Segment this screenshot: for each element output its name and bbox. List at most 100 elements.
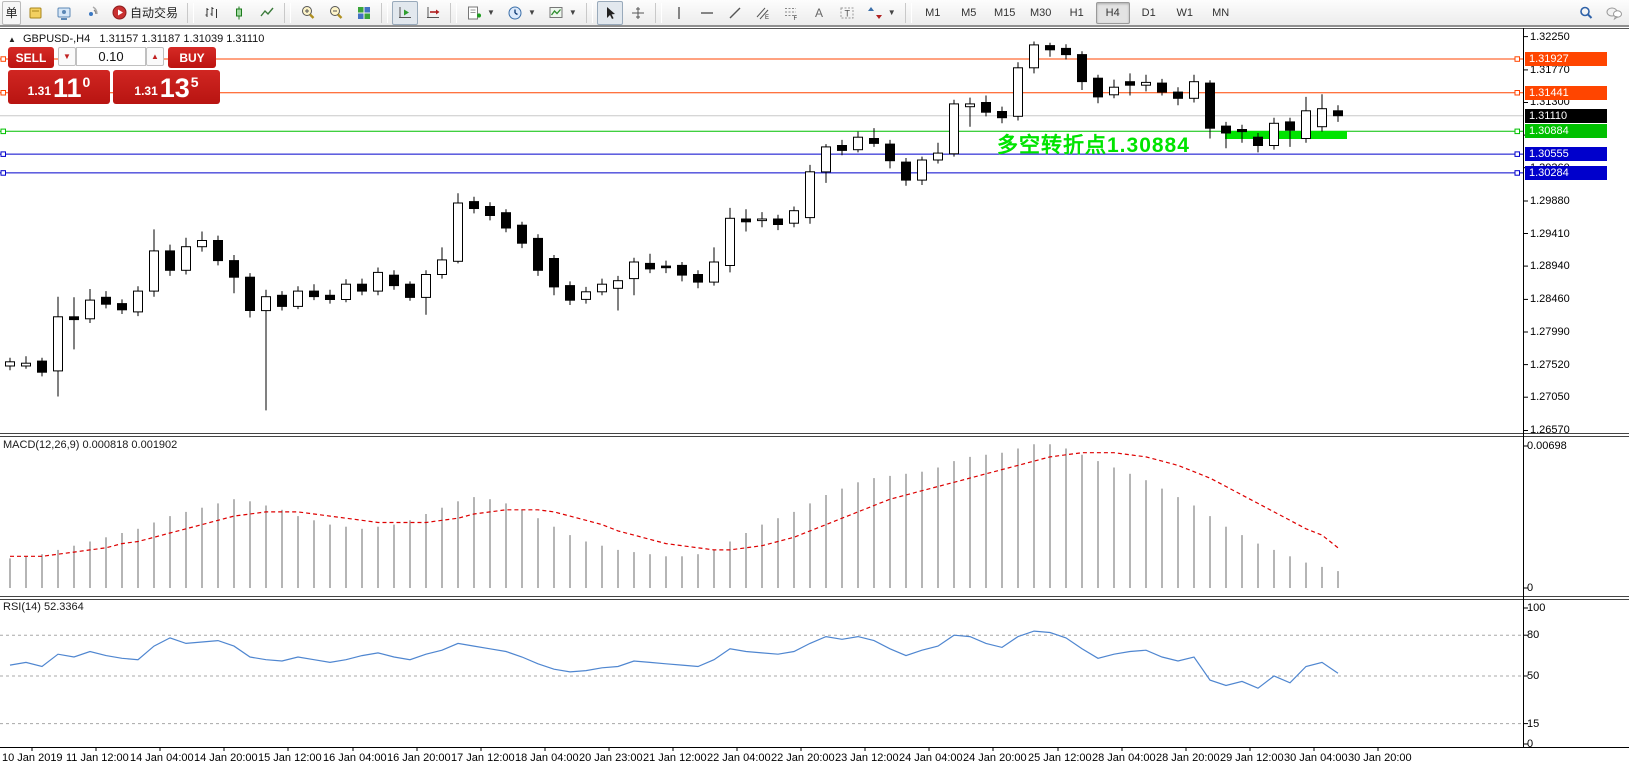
toolbar: 单 自动交易 ▼ ▼ — [0, 0, 1629, 27]
separator — [381, 2, 389, 23]
macd-histogram — [9, 444, 1339, 588]
time-tick-label: 24 Jan 20:00 — [963, 752, 1027, 764]
horizontal-line-icon[interactable] — [694, 1, 720, 25]
price-line-badge: 1.31927 — [1525, 52, 1607, 66]
signals-icon[interactable] — [79, 1, 105, 25]
new-order-button[interactable]: 单 — [2, 0, 21, 25]
price-tick-label: 1.28940 — [1530, 260, 1570, 272]
timeframe-M15[interactable]: M15 — [994, 6, 1016, 19]
indicators-button[interactable]: ▼ — [461, 1, 500, 25]
price-line-badge: 1.30284 — [1525, 166, 1607, 180]
volume-decrease-button[interactable]: ▼ — [58, 47, 76, 66]
cursor-icon[interactable] — [596, 0, 623, 25]
line-chart-icon[interactable] — [254, 1, 280, 25]
bar-chart-icon[interactable] — [198, 1, 224, 25]
periods-button[interactable]: ▼ — [502, 1, 541, 25]
time-tick-label: 24 Jan 04:00 — [899, 752, 963, 764]
price-line-badge: 1.30884 — [1525, 124, 1607, 138]
pane-separators — [0, 28, 1629, 748]
chat-icon[interactable] — [1601, 1, 1627, 25]
timeframe-MN[interactable]: MN — [1212, 6, 1230, 19]
history-icon[interactable] — [23, 1, 49, 25]
collapse-triangle-icon[interactable]: ▲ — [8, 35, 16, 44]
text-icon[interactable]: A — [806, 1, 832, 25]
timeframe-H1[interactable]: H1 — [1069, 6, 1084, 19]
rsi-level-label: 80 — [1527, 629, 1540, 641]
sell-price-button[interactable]: 1.31 11 0 — [8, 70, 110, 104]
timeframe-W1[interactable]: W1 — [1176, 6, 1193, 19]
rsi-level-label: 50 — [1527, 670, 1540, 682]
crosshair-icon[interactable] — [625, 1, 651, 25]
vertical-line-icon[interactable] — [666, 1, 692, 25]
svg-text:F: F — [793, 16, 797, 21]
sell-price-sup: 0 — [82, 74, 91, 90]
timeframe-group: M1 M5 M15 M30 H1 H4 D1 W1 MN — [916, 1, 1238, 24]
time-tick-label: 25 Jan 12:00 — [1028, 752, 1092, 764]
macd-label: MACD(12,26,9) 0.000818 0.001902 — [3, 439, 178, 451]
rsi-line — [9, 630, 1339, 689]
price-tick-label: 1.29880 — [1530, 195, 1570, 207]
channel-icon[interactable]: E — [750, 1, 776, 25]
rsi-level-lines — [0, 634, 1523, 725]
arrows-button[interactable]: ▼ — [862, 1, 901, 25]
buy-button[interactable]: BUY — [168, 47, 216, 68]
time-tick-label: 10 Jan 2019 — [2, 752, 63, 764]
zoom-in-icon[interactable] — [295, 1, 321, 25]
time-tick-label: 14 Jan 20:00 — [194, 752, 258, 764]
tile-windows-icon[interactable] — [351, 1, 377, 25]
chart-shift-icon[interactable] — [420, 1, 446, 25]
profile-icon[interactable] — [51, 1, 77, 25]
separator — [284, 2, 292, 23]
rsi-level-label: 0 — [1527, 738, 1534, 750]
svg-text:T: T — [844, 8, 850, 18]
templates-button[interactable]: ▼ — [543, 1, 582, 25]
trendline-icon[interactable] — [722, 1, 748, 25]
price-tick-label: 1.32250 — [1530, 31, 1570, 43]
macd-axis-max: 0.00698 — [1527, 440, 1567, 452]
timeframe-M5[interactable]: M5 — [961, 6, 977, 19]
rsi-label: RSI(14) 52.3364 — [3, 601, 84, 613]
timeframe-M30[interactable]: M30 — [1030, 6, 1052, 19]
time-tick-label: 20 Jan 23:00 — [579, 752, 643, 764]
time-tick-label: 29 Jan 12:00 — [1220, 752, 1284, 764]
time-tick-label: 30 Jan 04:00 — [1284, 752, 1348, 764]
timeframe-M1[interactable]: M1 — [925, 6, 941, 19]
buy-price-button[interactable]: 1.31 13 5 — [113, 70, 220, 104]
time-tick-label: 17 Jan 12:00 — [451, 752, 515, 764]
macd-signal-line — [10, 452, 1339, 557]
time-tick-label: 21 Jan 12:00 — [643, 752, 707, 764]
annotation-text[interactable]: 多空转折点1.30884 — [997, 134, 1190, 157]
volume-input[interactable]: 0.10 — [76, 47, 146, 66]
time-tick-label: 30 Jan 20:00 — [1348, 752, 1412, 764]
timeframe-H4[interactable]: H4 — [1095, 1, 1130, 24]
timeframe-D1[interactable]: D1 — [1141, 6, 1156, 19]
candlestick-chart-icon[interactable] — [226, 1, 252, 25]
time-tick-label: 18 Jan 04:00 — [515, 752, 579, 764]
fibonacci-icon[interactable]: F — [778, 1, 804, 25]
ohlc-values: 1.31157 1.31187 1.31039 1.31110 — [99, 33, 265, 45]
symbol-period-label: GBPUSD-,H4 — [22, 33, 91, 45]
price-tick-label: 1.28460 — [1530, 293, 1570, 305]
autoscroll-icon[interactable] — [392, 0, 419, 25]
volume-increase-button[interactable]: ▲ — [146, 47, 164, 66]
svg-text:E: E — [765, 15, 769, 21]
autotrade-label: 自动交易 — [130, 6, 179, 20]
autotrade-button[interactable]: 自动交易 — [107, 1, 183, 25]
chevron-down-icon: ▼ — [568, 8, 577, 17]
buy-price-small: 1.31 — [134, 84, 158, 98]
sell-button[interactable]: SELL — [8, 47, 54, 68]
time-tick-label: 11 Jan 12:00 — [66, 752, 129, 764]
time-tick-label: 23 Jan 12:00 — [835, 752, 899, 764]
chevron-down-icon: ▼ — [887, 8, 896, 17]
text-label-icon[interactable]: T — [834, 1, 860, 25]
candlestick-series — [5, 41, 1343, 411]
rsi-level-label: 100 — [1527, 602, 1546, 614]
time-tick-label: 16 Jan 04:00 — [323, 752, 387, 764]
support-zone-highlight — [1225, 131, 1347, 139]
zoom-out-icon[interactable] — [323, 1, 349, 25]
one-click-trading-panel: SELL ▼ 0.10 ▲ BUY 1.31 11 0 1.31 13 5 — [8, 47, 220, 105]
search-icon[interactable] — [1573, 1, 1599, 25]
